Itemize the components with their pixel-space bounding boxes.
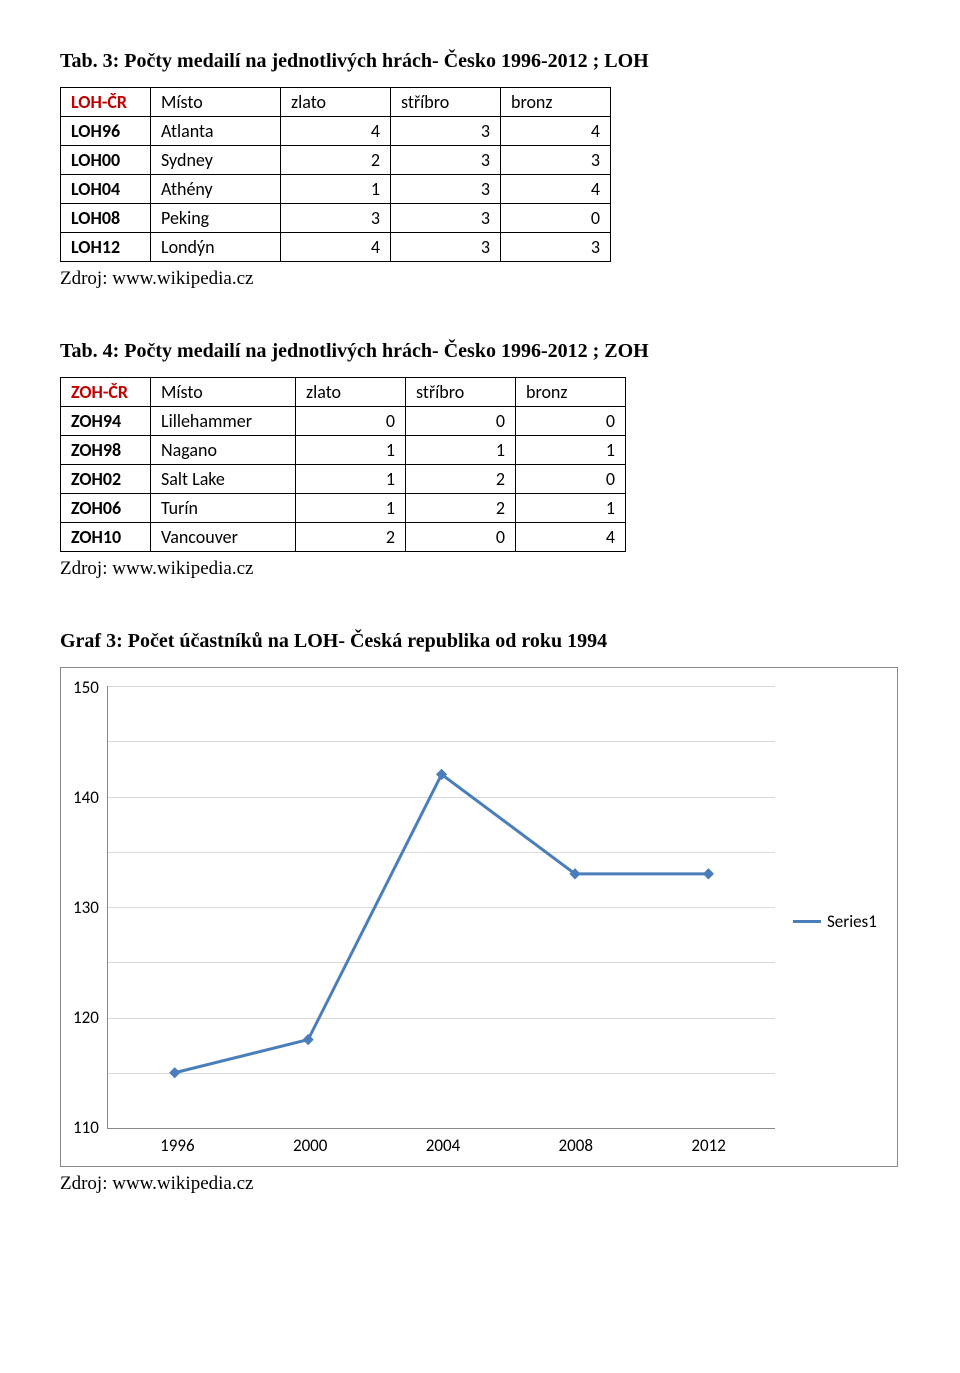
table-row: ZOH10Vancouver204: [61, 523, 626, 552]
chart-legend: Series1: [775, 686, 885, 1156]
table-column-header: Místo: [151, 378, 296, 407]
chart-line-svg: [108, 686, 775, 1128]
chart-y-labels: 150140130120110: [73, 677, 107, 1138]
table-row: LOH08Peking330: [61, 204, 611, 233]
table-row: ZOH98Nagano111: [61, 436, 626, 465]
table-column-header: stříbro: [406, 378, 516, 407]
legend-label: Series1: [827, 911, 877, 932]
table1: LOH-ČRMístozlatostříbrobronzLOH96Atlanta…: [60, 87, 611, 262]
line-chart: 150140130120110 19962000200420082012 Ser…: [60, 667, 898, 1167]
table-row: ZOH94Lillehammer000: [61, 407, 626, 436]
table-row: LOH00Sydney233: [61, 146, 611, 175]
chart-title: Graf 3: Počet účastníků na LOH- Česká re…: [60, 630, 900, 653]
table2: ZOH-ČRMístozlatostříbrobronzZOH94Lilleha…: [60, 377, 626, 552]
table-column-header: zlato: [281, 88, 391, 117]
table-header-code: ZOH-ČR: [61, 378, 151, 407]
chart-plot-area: [107, 686, 775, 1129]
table1-source: Zdroj: www.wikipedia.cz: [60, 268, 900, 290]
table2-title: Tab. 4: Počty medailí na jednotlivých hr…: [60, 340, 900, 363]
table-row: LOH96Atlanta434: [61, 117, 611, 146]
table1-title: Tab. 3: Počty medailí na jednotlivých hr…: [60, 50, 900, 73]
legend-swatch: [793, 920, 821, 923]
table-row: LOH04Athény134: [61, 175, 611, 204]
chart-source: Zdroj: www.wikipedia.cz: [60, 1173, 900, 1195]
table2-source: Zdroj: www.wikipedia.cz: [60, 558, 900, 580]
table-column-header: stříbro: [391, 88, 501, 117]
table-row: ZOH02Salt Lake120: [61, 465, 626, 494]
table-row: LOH12Londýn433: [61, 233, 611, 262]
table-column-header: zlato: [296, 378, 406, 407]
table-header-code: LOH-ČR: [61, 88, 151, 117]
chart-x-labels: 19962000200420082012: [111, 1129, 775, 1156]
table-row: ZOH06Turín121: [61, 494, 626, 523]
table-column-header: bronz: [516, 378, 626, 407]
table-column-header: Místo: [151, 88, 281, 117]
table-column-header: bronz: [501, 88, 611, 117]
